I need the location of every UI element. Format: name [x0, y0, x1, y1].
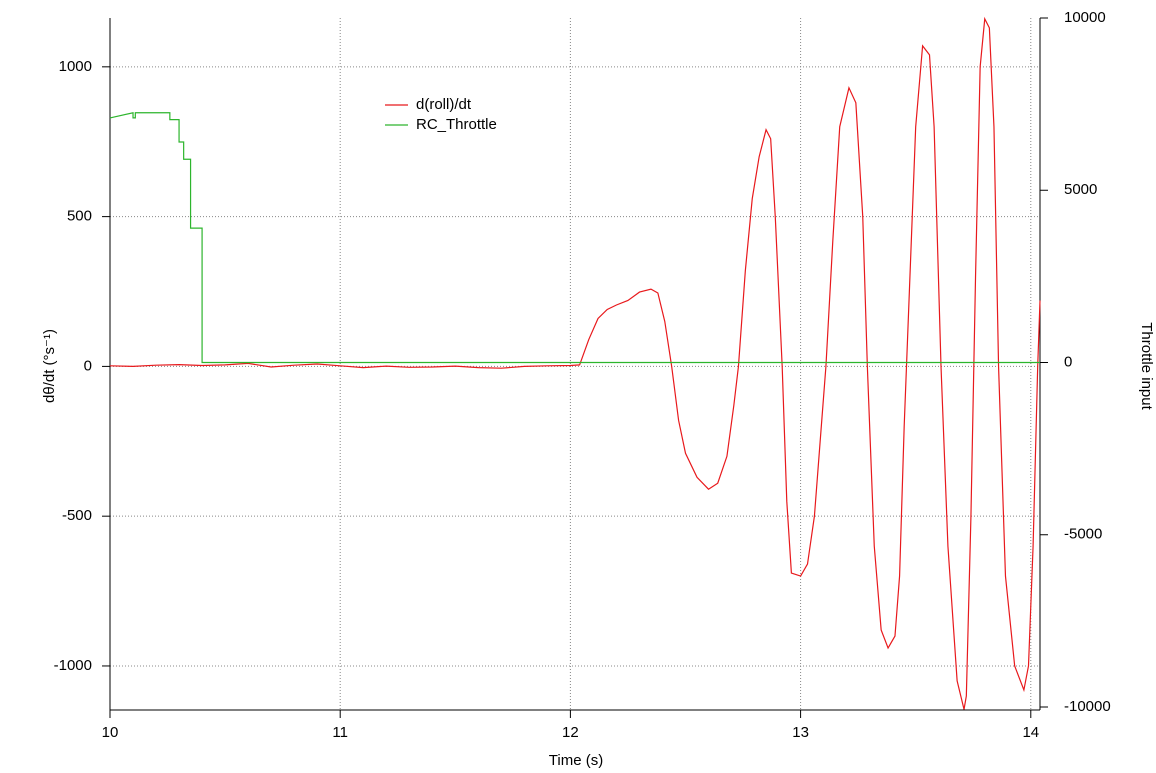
x-tick-label: 12 [562, 724, 579, 741]
series-line [109, 111, 1040, 364]
y-tick-label: 0 [84, 357, 92, 374]
y2-tick-label: 5000 [1064, 181, 1097, 198]
x-tick-label: 14 [1022, 724, 1039, 741]
y2-tick-label: -10000 [1064, 698, 1111, 715]
x-tick-label: 13 [792, 724, 809, 741]
y-tick-label: 1000 [59, 58, 92, 75]
y-tick-label: 500 [67, 208, 92, 225]
x-tick-label: 10 [102, 724, 119, 741]
legend-label: RC_Throttle [416, 116, 497, 133]
y2-tick-label: 10000 [1064, 9, 1106, 26]
y-axis-title: dθ/dt (°s⁻¹) [41, 329, 58, 403]
legend-label: d(roll)/dt [416, 96, 472, 113]
y2-tick-label: 0 [1064, 353, 1072, 370]
series-line [109, 16, 1041, 710]
x-axis-title: Time (s) [549, 752, 603, 769]
y2-tick-label: -5000 [1064, 526, 1102, 543]
y-tick-label: -1000 [54, 657, 92, 674]
y2-axis-title: Throttle input [1138, 322, 1155, 410]
x-tick-label: 11 [332, 724, 348, 741]
y-tick-label: -500 [62, 507, 92, 524]
